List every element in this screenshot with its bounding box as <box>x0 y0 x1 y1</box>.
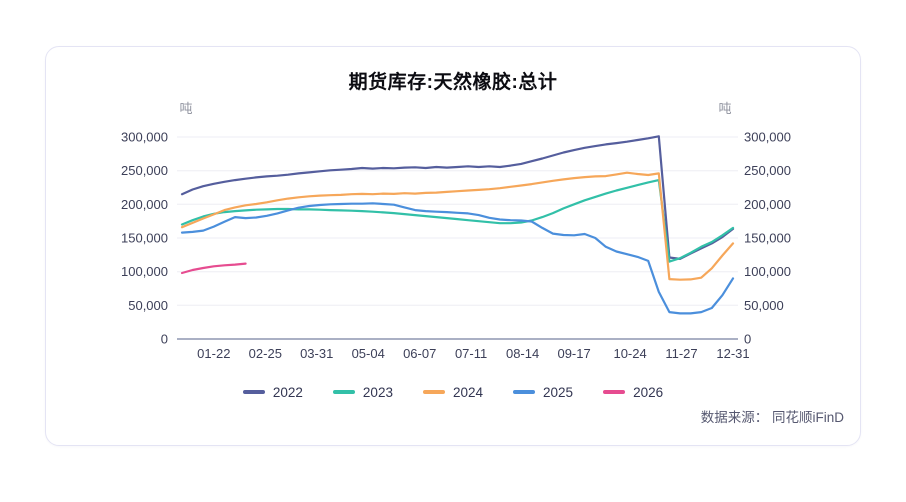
series-line-2023[interactable] <box>180 179 735 263</box>
series-line-2025[interactable] <box>180 202 735 315</box>
legend-label: 2024 <box>452 384 484 400</box>
x-axis-label: 06-07 <box>403 346 436 361</box>
legend-swatch-icon <box>422 390 445 394</box>
y-axis-label-left: 100,000 <box>121 264 168 279</box>
legend-item-2025[interactable]: 2025 <box>513 385 573 400</box>
legend-label: 2022 <box>272 384 303 400</box>
data-source: 数据来源： 同花顺iFinD <box>700 410 844 425</box>
chart-card: 期货库存:天然橡胶:总计 0 0 50,000 50,000 100,000 100,00… <box>45 46 861 446</box>
x-axis-label: 03-31 <box>300 346 333 361</box>
line-chart[interactable]: 0 0 50,000 50,000 100,000 100,000 150,000 150,0… <box>46 47 861 446</box>
series-line-2024[interactable] <box>180 171 735 281</box>
y-axis-label-right: 100,000 <box>744 264 791 279</box>
y-axis-label-right: 200,000 <box>744 197 791 212</box>
x-axis-label: 07-11 <box>455 346 487 361</box>
legend-swatch-icon <box>513 390 536 394</box>
y-axis-label-right: 0 <box>744 332 751 347</box>
legend-label: 2026 <box>633 384 664 400</box>
y-axis-label-left: 0 <box>161 332 168 347</box>
chart-title: 期货库存:天然橡胶:总计 <box>348 72 558 93</box>
y-axis-label-left: 300,000 <box>121 130 168 145</box>
y-axis-label-right: 300,000 <box>744 130 791 145</box>
x-axis-label: 11-27 <box>665 346 697 361</box>
x-axis-label: 01-22 <box>197 346 230 361</box>
y-axis-unit-left: 吨 <box>179 101 192 116</box>
legend-item-2026[interactable]: 2026 <box>603 385 663 400</box>
y-axis-label-right: 150,000 <box>744 231 791 246</box>
legend-swatch-icon <box>603 390 626 394</box>
y-axis-label-right: 250,000 <box>744 163 791 178</box>
legend-label: 2023 <box>362 384 393 400</box>
legend-item-2023[interactable]: 2023 <box>332 384 393 400</box>
x-axis-label: 12-31 <box>716 346 749 361</box>
y-axis-label-left: 150,000 <box>121 231 168 246</box>
y-axis-unit-right: 吨 <box>718 101 731 116</box>
x-axis-label: 08-14 <box>506 346 539 361</box>
series-line-2022[interactable] <box>180 135 735 260</box>
chart-legend: 2022 2023 2024 2025 2026 <box>46 383 860 401</box>
y-axis-label-left: 250,000 <box>121 163 168 178</box>
series-line-2026[interactable] <box>180 262 247 275</box>
legend-swatch-icon <box>332 390 355 394</box>
y-axis-label-left: 50,000 <box>128 298 168 313</box>
x-axis-label: 02-25 <box>249 346 282 361</box>
y-axis-label-right: 50,000 <box>744 298 784 313</box>
legend-item-2024[interactable]: 2024 <box>422 384 484 400</box>
x-axis-label: 10-24 <box>613 346 646 361</box>
x-axis-label: 05-04 <box>352 346 385 361</box>
legend-label: 2025 <box>543 384 574 400</box>
y-axis-label-left: 200,000 <box>121 197 168 212</box>
legend-item-2022[interactable]: 2022 <box>242 384 303 400</box>
legend-swatch-icon <box>242 390 265 394</box>
x-axis-label: 09-17 <box>557 346 590 361</box>
